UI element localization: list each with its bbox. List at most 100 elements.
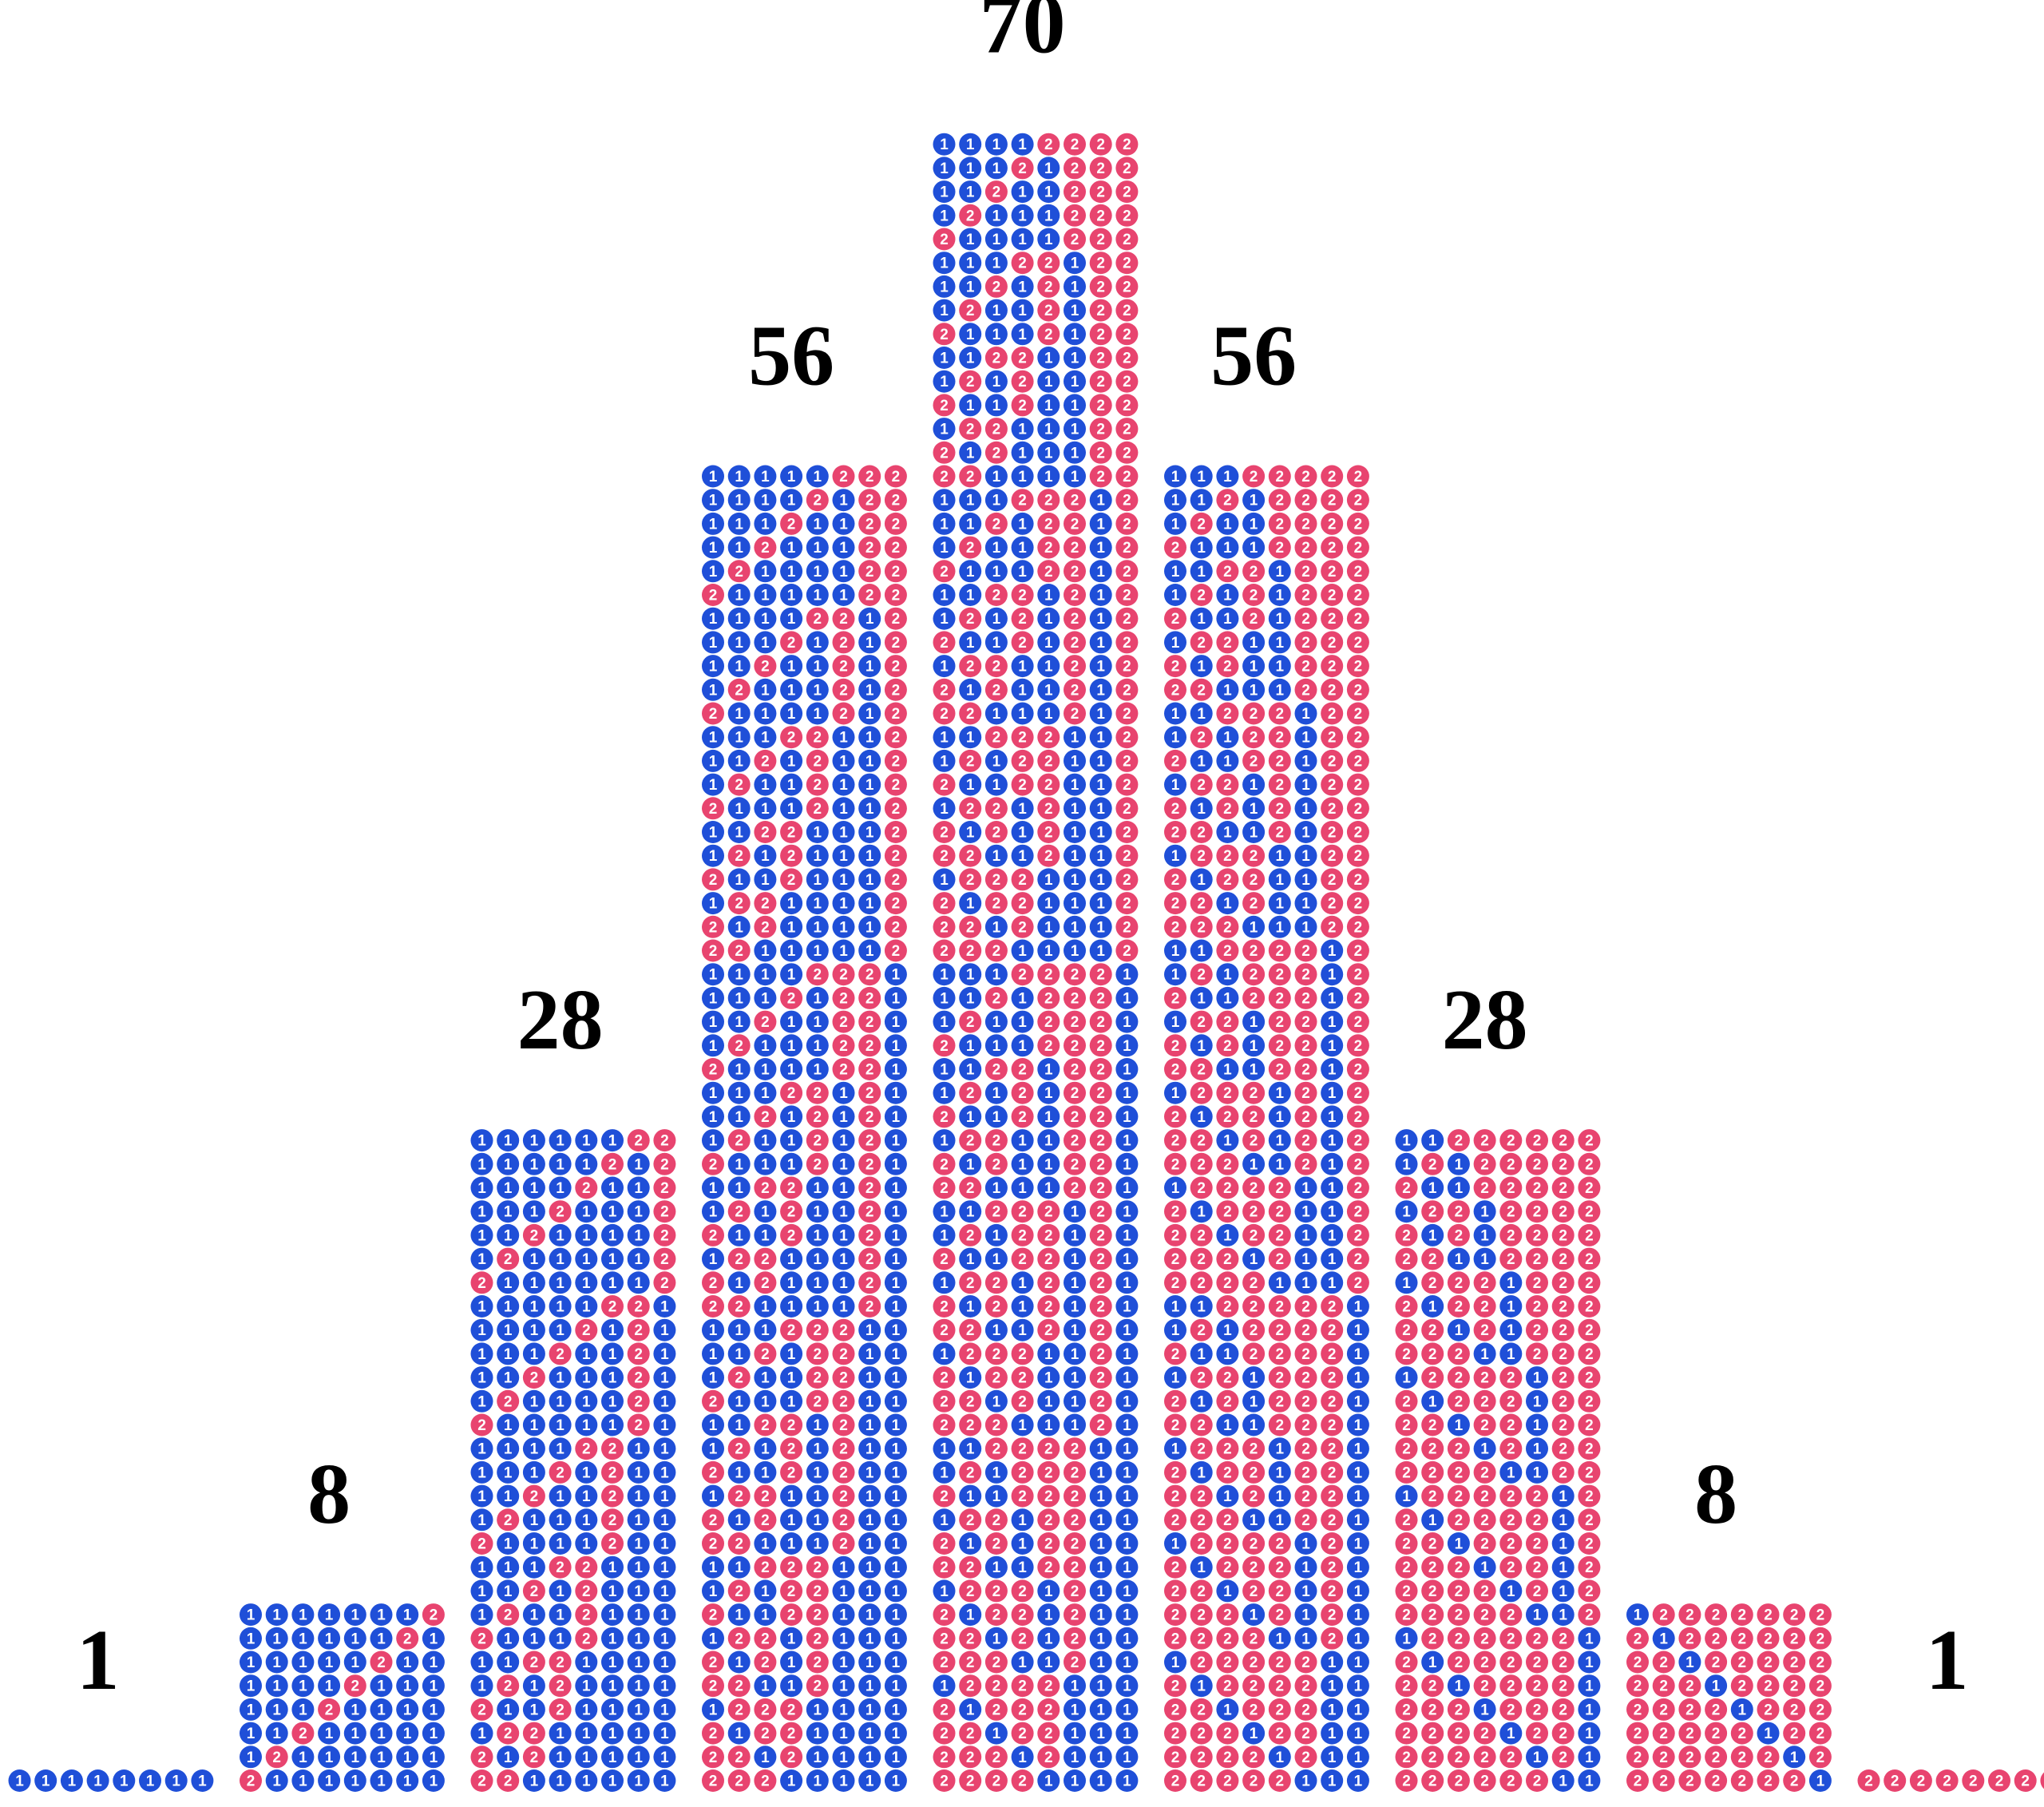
bead <box>1268 1508 1291 1532</box>
bead <box>806 465 829 488</box>
bead <box>1526 1698 1548 1721</box>
sequence: 21221111 <box>709 1726 901 1742</box>
sequence: 11222212 <box>1171 943 1362 960</box>
bead <box>1216 465 1239 488</box>
bead <box>702 1366 724 1389</box>
bead <box>780 1437 803 1460</box>
bead <box>1294 1579 1317 1603</box>
bead <box>1115 560 1139 583</box>
bead <box>884 797 907 820</box>
bead <box>1526 1247 1548 1270</box>
bead <box>832 1200 855 1223</box>
bead <box>575 1152 598 1175</box>
bead <box>653 1722 676 1745</box>
bead <box>702 1579 724 1603</box>
bead <box>1190 536 1213 559</box>
bead <box>1294 1698 1317 1721</box>
bead <box>1499 1579 1523 1603</box>
bead <box>727 726 751 749</box>
bead <box>470 1176 493 1199</box>
bead <box>1473 1247 1496 1270</box>
bead <box>1164 773 1186 796</box>
bead <box>1346 1176 1369 1199</box>
bead <box>1216 1627 1239 1650</box>
bead <box>1242 892 1266 915</box>
bead <box>1115 1058 1139 1080</box>
bead <box>858 726 881 749</box>
bead <box>1115 299 1139 322</box>
bead <box>601 1200 624 1223</box>
bead <box>1321 1247 1344 1270</box>
bead <box>1808 1722 1832 1745</box>
bead <box>984 1081 1008 1104</box>
sequence: 12121212 <box>940 611 1131 628</box>
bead <box>1216 1295 1239 1318</box>
bead <box>1037 892 1060 915</box>
bead <box>1011 773 1034 796</box>
bead <box>1268 702 1291 725</box>
bead <box>1526 1627 1548 1650</box>
bead <box>1216 1081 1239 1104</box>
bead <box>653 1200 676 1223</box>
bead <box>959 1223 982 1246</box>
bead <box>265 1722 288 1745</box>
bead <box>549 1342 572 1365</box>
bead <box>1011 441 1034 464</box>
bead <box>832 986 855 1009</box>
bead <box>832 1342 855 1365</box>
bead <box>1551 1413 1575 1436</box>
bead <box>1164 1460 1186 1484</box>
bead <box>832 963 855 986</box>
bead <box>627 1698 650 1721</box>
bead <box>1164 1532 1186 1555</box>
bead <box>780 512 803 535</box>
bead <box>959 726 982 749</box>
bead <box>1321 1532 1344 1555</box>
bead <box>1678 1698 1701 1721</box>
bead <box>702 773 724 796</box>
bead <box>1346 939 1369 962</box>
bead <box>1164 1010 1186 1033</box>
bead <box>1395 1532 1418 1555</box>
bead <box>959 702 982 725</box>
bead <box>727 1769 751 1792</box>
bead <box>1190 1460 1213 1484</box>
bead <box>549 1769 572 1792</box>
bead <box>754 655 777 678</box>
bead <box>1551 1603 1575 1627</box>
bead <box>1268 1318 1291 1341</box>
count-label: 8 <box>307 1447 351 1542</box>
bead <box>1089 1603 1112 1627</box>
bead <box>1011 1484 1034 1508</box>
bead <box>832 560 855 583</box>
sequence: 11121222 <box>940 160 1131 177</box>
bead <box>1242 1769 1266 1792</box>
bead <box>1526 1674 1548 1698</box>
bead <box>727 512 751 535</box>
sequence: 22221112 <box>1171 1275 1362 1292</box>
bead <box>1164 584 1186 606</box>
bead <box>754 892 777 915</box>
bead <box>1242 1460 1266 1484</box>
bead <box>1421 1176 1444 1199</box>
bead <box>1652 1674 1675 1698</box>
bead <box>1294 1152 1317 1175</box>
bead <box>318 1769 341 1792</box>
bead <box>858 1366 881 1389</box>
bead <box>1064 489 1086 512</box>
bead <box>1064 1366 1086 1389</box>
bead <box>1294 560 1317 583</box>
bead <box>1089 323 1112 346</box>
bead <box>1037 844 1060 867</box>
bead <box>1164 1295 1186 1318</box>
bead <box>959 1152 982 1175</box>
bead <box>1499 1484 1523 1508</box>
bead <box>1395 1318 1418 1341</box>
bead <box>1011 370 1034 393</box>
bead <box>470 1223 493 1246</box>
bead <box>933 631 956 654</box>
bead <box>806 1176 829 1199</box>
bead <box>549 1129 572 1152</box>
bead <box>1064 1152 1086 1175</box>
bead <box>754 1698 777 1721</box>
